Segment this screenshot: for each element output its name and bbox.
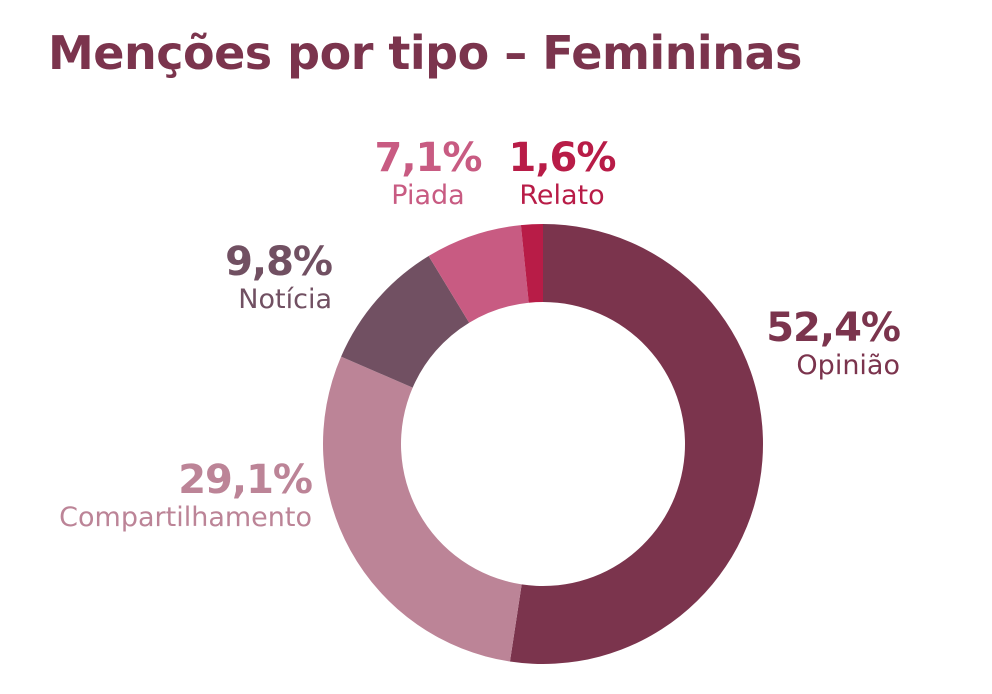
label-piada: 7,1% Piada bbox=[372, 138, 484, 209]
value-label-opiniao: 52,4% bbox=[766, 305, 901, 351]
label-opiniao: 52,4% Opinião bbox=[766, 305, 901, 381]
slice-compartilhamento bbox=[323, 356, 522, 662]
category-label-compartilhamento: Compartilhamento bbox=[59, 502, 312, 533]
label-noticia: 9,8% Notícia bbox=[225, 239, 333, 315]
slice-opiniao bbox=[509, 224, 764, 664]
label-relato: 1,6% Relato bbox=[502, 138, 622, 209]
category-label-piada: Piada bbox=[391, 180, 465, 211]
value-label-piada: 7,1% bbox=[374, 135, 483, 181]
value-label-relato: 1,6% bbox=[508, 135, 617, 181]
slice-relato bbox=[520, 224, 543, 303]
value-label-compartilhamento: 29,1% bbox=[178, 457, 313, 503]
slice-noticia bbox=[341, 256, 470, 388]
category-label-noticia: Notícia bbox=[238, 284, 332, 315]
value-label-noticia: 9,8% bbox=[225, 239, 333, 285]
slice-piada bbox=[428, 225, 529, 323]
label-compartilhamento: 29,1% Compartilhamento bbox=[59, 457, 313, 533]
chart-title: Menções por tipo – Femininas bbox=[48, 26, 802, 80]
category-label-opiniao: Opinião bbox=[796, 350, 900, 381]
category-label-relato: Relato bbox=[519, 180, 605, 211]
